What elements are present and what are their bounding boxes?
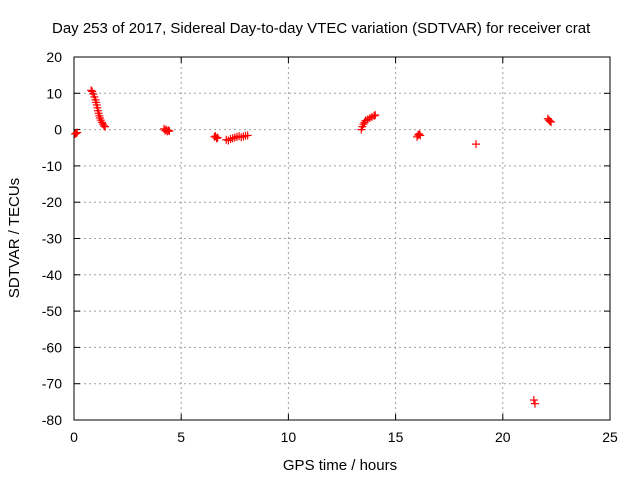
data-point (100, 121, 109, 130)
grid-layer (74, 57, 610, 420)
data-point (164, 126, 173, 135)
data-point (371, 111, 380, 120)
data-point (243, 131, 252, 140)
data-point (213, 133, 222, 142)
data-point (165, 127, 174, 136)
x-tick-label: 15 (388, 429, 404, 445)
data-point (370, 111, 379, 120)
x-axis-title: GPS time / hours (283, 457, 397, 474)
y-tick-label: -30 (42, 231, 62, 247)
y-tick-label: -10 (42, 158, 62, 174)
y-tick-label: 10 (46, 85, 62, 101)
data-point (547, 117, 556, 126)
x-tick-label: 0 (70, 429, 78, 445)
x-tick-label: 20 (495, 429, 511, 445)
data-point (545, 117, 554, 126)
data-point (101, 122, 110, 131)
y-tick-label: 20 (46, 49, 62, 65)
chart-title: Day 253 of 2017, Sidereal Day-to-day VTE… (52, 20, 591, 37)
data-point (72, 129, 81, 138)
y-tick-label: 0 (54, 122, 62, 138)
data-point (73, 128, 82, 137)
y-tick-label: -20 (42, 194, 62, 210)
x-tick-label: 5 (177, 429, 185, 445)
y-tick-label: -70 (42, 376, 62, 392)
y-tick-label: -80 (42, 412, 62, 428)
y-tick-label: -40 (42, 267, 62, 283)
data-point (529, 396, 538, 405)
data-point (415, 129, 424, 138)
x-tick-label: 10 (281, 429, 297, 445)
y-axis-title: SDTVAR / TECUs (6, 178, 23, 298)
y-tick-label: -50 (42, 303, 62, 319)
y-tick-label: -60 (42, 339, 62, 355)
data-point (530, 399, 539, 408)
tick-layer: 0 5 10 15 20 25 20 10 0 -10 -20 -30 -40 -50 -60 -70 -80 (42, 49, 618, 445)
points-layer (71, 86, 556, 408)
data-point (212, 134, 221, 143)
data-point (472, 140, 480, 149)
x-tick-label: 25 (602, 429, 618, 445)
data-point (416, 131, 425, 140)
